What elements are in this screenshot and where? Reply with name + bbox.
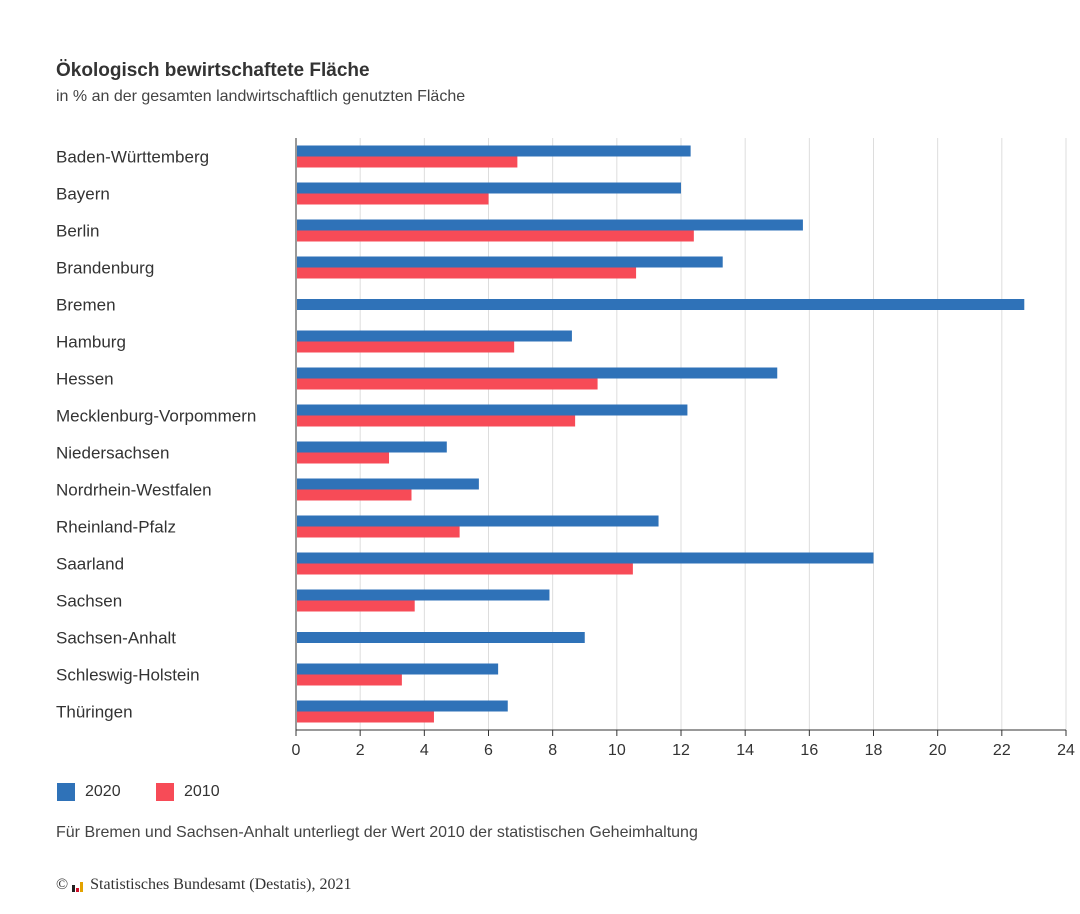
x-tick-label: 24 [1057,742,1075,759]
bar-2020-mecklenburg-vorpommern[interactable] [297,404,688,416]
bar-2010-nordrhein-westfalen[interactable] [297,489,412,501]
bar-2010-rheinland-pfalz[interactable] [297,526,460,538]
legend-item-2010[interactable]: 2010 [156,783,220,801]
bar-2020-berlin[interactable] [297,219,803,231]
bar-2020-hamburg[interactable] [297,330,572,342]
legend-swatch-2020 [57,783,75,801]
legend-label-2010: 2010 [184,783,220,800]
x-tick-label: 0 [292,742,301,759]
destatis-logo-icon [72,879,84,892]
category-label-bayern: Bayern [56,185,110,204]
x-tick-label: 10 [608,742,626,759]
category-label-nordrhein-westfalen: Nordrhein-Westfalen [56,481,212,500]
x-tick-label: 12 [672,742,690,759]
category-label-thüringen: Thüringen [56,703,133,722]
bar-2010-hessen[interactable] [297,378,598,390]
category-label-sachsen-anhalt: Sachsen-Anhalt [56,629,176,648]
legend-label-2020: 2020 [85,783,121,800]
bar-2020-thüringen[interactable] [297,700,508,712]
x-tick-label: 22 [993,742,1011,759]
category-label-saarland: Saarland [56,555,124,574]
category-label-bremen: Bremen [56,296,116,315]
category-label-hamburg: Hamburg [56,333,126,352]
bar-2020-bayern[interactable] [297,182,681,194]
bar-2010-mecklenburg-vorpommern[interactable] [297,415,576,427]
bar-2010-brandenburg[interactable] [297,267,637,279]
bar-2020-rheinland-pfalz[interactable] [297,515,659,527]
legend-swatch-2010 [156,783,174,801]
bar-2020-sachsen[interactable] [297,589,550,601]
bar-2020-brandenburg[interactable] [297,256,723,268]
bar-2010-schleswig-holstein[interactable] [297,674,402,686]
bar-2010-hamburg[interactable] [297,341,515,353]
bar-chart: 0 2 4 6 8 10 12 14 16 18 20 22 24Baden-WürttembergBa… [56,138,1075,759]
legend-item-2020[interactable]: 2020 [57,783,121,801]
chart-title: Ökologisch bewirtschaftete Fläche [56,60,370,81]
category-label-rheinland-pfalz: Rheinland-Pfalz [56,518,176,537]
x-tick-label: 18 [865,742,883,759]
bar-2020-niedersachsen[interactable] [297,441,447,453]
bar-2020-schleswig-holstein[interactable] [297,663,499,675]
bar-2010-baden-württemberg[interactable] [297,156,518,168]
bar-2010-bayern[interactable] [297,193,489,205]
category-label-hessen: Hessen [56,370,114,389]
bar-2010-saarland[interactable] [297,563,633,575]
category-label-sachsen: Sachsen [56,592,122,611]
category-label-brandenburg: Brandenburg [56,259,154,278]
bar-2020-nordrhein-westfalen[interactable] [297,478,479,490]
x-tick-label: 4 [420,742,429,759]
source-line: © Statistisches Bundesamt (Destatis), 20… [56,876,351,894]
x-tick-label: 2 [356,742,365,759]
copyright-symbol: © [56,876,69,893]
bar-2020-bremen[interactable] [297,299,1025,310]
bar-2020-saarland[interactable] [297,552,874,564]
category-label-mecklenburg-vorpommern: Mecklenburg-Vorpommern [56,407,256,426]
bar-2010-niedersachsen[interactable] [297,452,390,464]
footnote: Für Bremen und Sachsen-Anhalt unterliegt… [56,824,698,841]
category-label-berlin: Berlin [56,222,99,241]
x-tick-label: 14 [736,742,754,759]
x-tick-label: 16 [800,742,818,759]
category-label-schleswig-holstein: Schleswig-Holstein [56,666,200,685]
bar-2010-berlin[interactable] [297,230,694,242]
bar-2020-sachsen-anhalt[interactable] [297,632,585,643]
bar-2010-sachsen[interactable] [297,600,415,612]
category-label-baden-württemberg: Baden-Württemberg [56,148,209,167]
source-text: Statistisches Bundesamt (Destatis), 2021 [90,876,352,893]
bar-2020-hessen[interactable] [297,367,778,379]
chart-subtitle: in % an der gesamten landwirtschaftlich … [56,88,466,105]
x-tick-label: 8 [548,742,557,759]
category-label-niedersachsen: Niedersachsen [56,444,169,463]
x-tick-label: 20 [929,742,947,759]
bar-2010-thüringen[interactable] [297,711,434,723]
bar-2020-baden-württemberg[interactable] [297,145,691,157]
x-tick-label: 6 [484,742,493,759]
